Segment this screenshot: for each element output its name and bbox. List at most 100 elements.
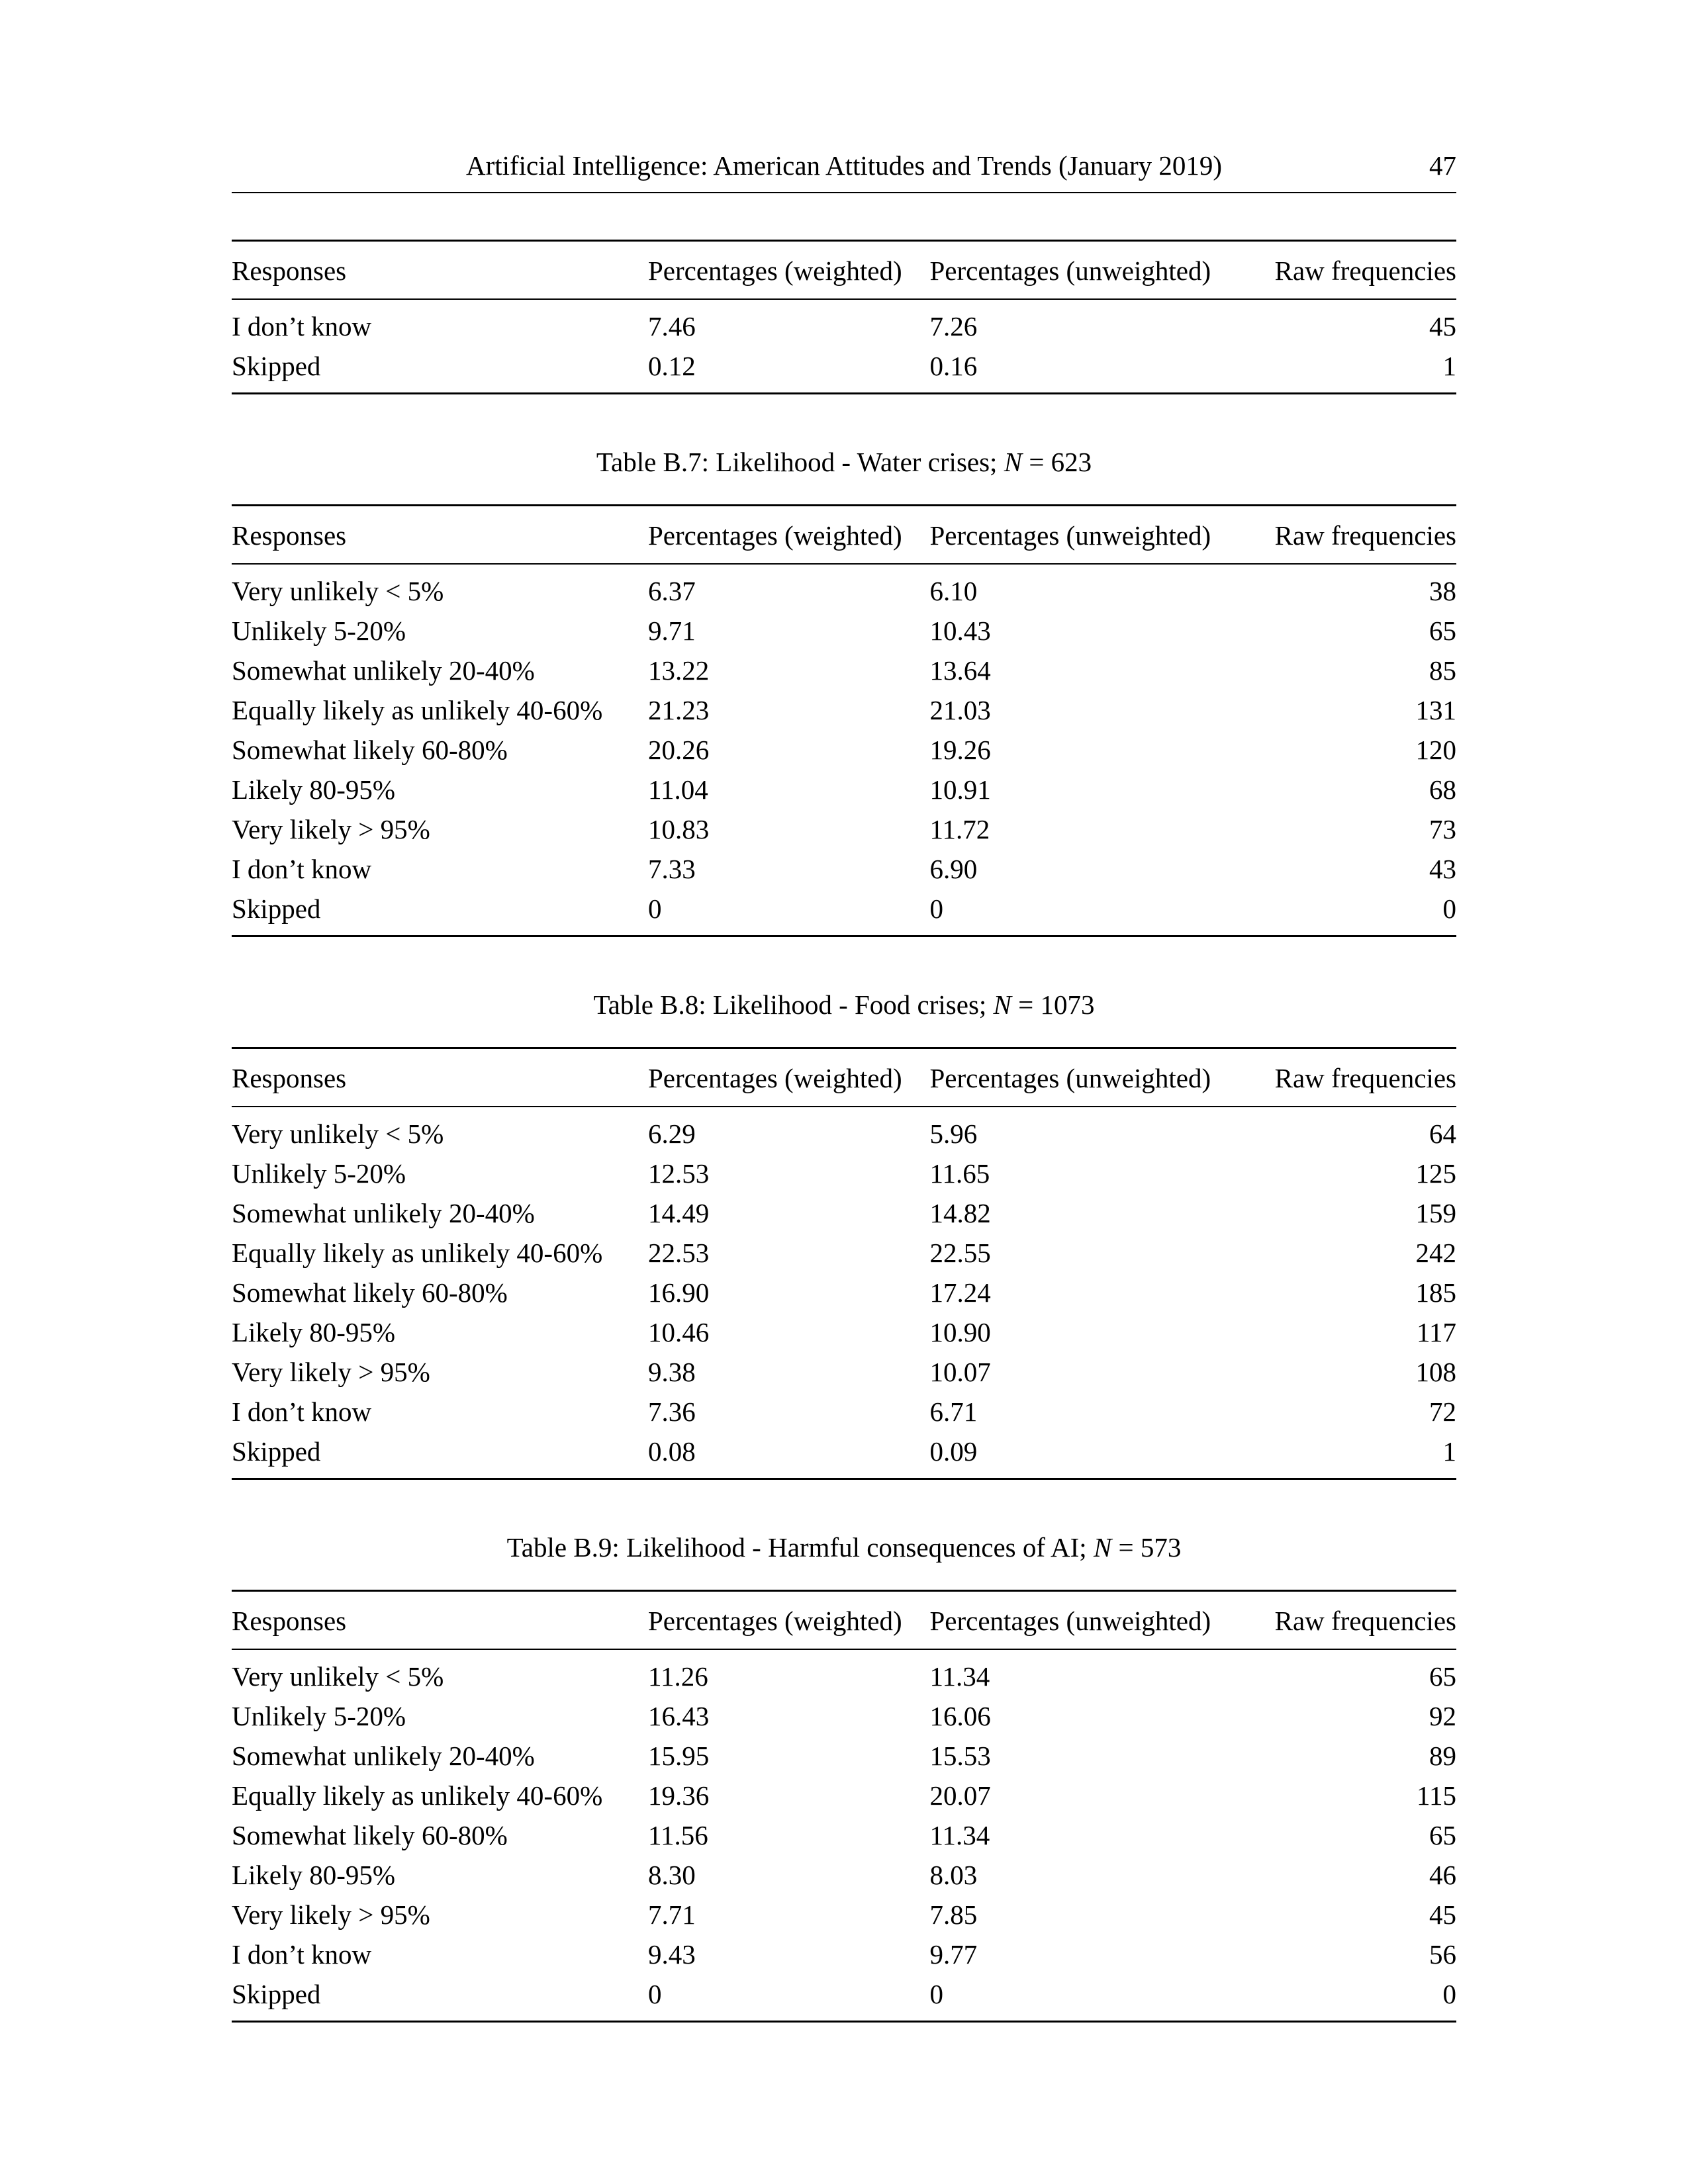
cell: 12.53	[648, 1154, 930, 1193]
cell: 0	[1260, 1974, 1456, 2022]
table-row: Unlikely 5-20%9.7110.4365	[232, 611, 1456, 651]
cell: 0	[648, 889, 930, 936]
cell: 7.46	[648, 299, 930, 346]
table-body: Very unlikely < 5%11.2611.3465Unlikely 5…	[232, 1649, 1456, 2022]
caption-text: Table B.8: Likelihood - Food crises;	[593, 989, 993, 1020]
caption-b7: Table B.7: Likelihood - Water crises; N …	[232, 446, 1456, 478]
cell: 6.90	[930, 849, 1261, 889]
cell: 115	[1260, 1776, 1456, 1815]
cell: 21.23	[648, 690, 930, 730]
cell: Very unlikely < 5%	[232, 1649, 648, 1696]
cell: 21.03	[930, 690, 1261, 730]
col-weighted: Percentages (weighted)	[648, 506, 930, 565]
table-b8: Responses Percentages (weighted) Percent…	[232, 1047, 1456, 1480]
cell: 85	[1260, 651, 1456, 690]
cell: 6.37	[648, 564, 930, 611]
cell: 10.07	[930, 1352, 1261, 1392]
table-row: Somewhat unlikely 20-40%14.4914.82159	[232, 1193, 1456, 1233]
table-row: Equally likely as unlikely 40-60%22.5322…	[232, 1233, 1456, 1273]
cell: 11.72	[930, 809, 1261, 849]
cell: 7.36	[648, 1392, 930, 1432]
cell: 89	[1260, 1736, 1456, 1776]
cell: 64	[1260, 1107, 1456, 1154]
cell: 17.24	[930, 1273, 1261, 1312]
cell: 73	[1260, 809, 1456, 849]
table-row: Likely 80-95%8.308.0346	[232, 1855, 1456, 1895]
cell: 15.95	[648, 1736, 930, 1776]
cell: Likely 80-95%	[232, 1855, 648, 1895]
cell: 15.53	[930, 1736, 1261, 1776]
table-row: I don’t know7.336.9043	[232, 849, 1456, 889]
cell: Very unlikely < 5%	[232, 564, 648, 611]
caption-b8: Table B.8: Likelihood - Food crises; N =…	[232, 989, 1456, 1021]
caption-text: Table B.9: Likelihood - Harmful conseque…	[507, 1532, 1094, 1563]
cell: Likely 80-95%	[232, 1312, 648, 1352]
col-responses: Responses	[232, 1048, 648, 1107]
table-row: Equally likely as unlikely 40-60%21.2321…	[232, 690, 1456, 730]
col-responses: Responses	[232, 1591, 648, 1650]
table-row: Very unlikely < 5%6.295.9664	[232, 1107, 1456, 1154]
cell: 117	[1260, 1312, 1456, 1352]
cell: 10.46	[648, 1312, 930, 1352]
cell: I don’t know	[232, 1392, 648, 1432]
col-responses: Responses	[232, 506, 648, 565]
table-row: Skipped000	[232, 889, 1456, 936]
cell: 20.07	[930, 1776, 1261, 1815]
table-row: Very likely > 95%10.8311.7273	[232, 809, 1456, 849]
table-header-row: Responses Percentages (weighted) Percent…	[232, 1048, 1456, 1107]
cell: 10.91	[930, 770, 1261, 809]
cell: 13.64	[930, 651, 1261, 690]
cell: 10.90	[930, 1312, 1261, 1352]
cell: 131	[1260, 690, 1456, 730]
cell: 5.96	[930, 1107, 1261, 1154]
cell: 11.34	[930, 1815, 1261, 1855]
table-body: Very unlikely < 5%6.295.9664Unlikely 5-2…	[232, 1107, 1456, 1479]
page-number: 47	[1429, 150, 1456, 181]
cell: 0.16	[930, 346, 1261, 394]
col-raw: Raw frequencies	[1260, 1048, 1456, 1107]
cell: 11.26	[648, 1649, 930, 1696]
cell: 1	[1260, 1432, 1456, 1479]
cell: Somewhat likely 60-80%	[232, 1815, 648, 1855]
running-head: Artificial Intelligence: American Attitu…	[232, 146, 1456, 193]
cell: 19.36	[648, 1776, 930, 1815]
cell: 11.65	[930, 1154, 1261, 1193]
cell: 6.29	[648, 1107, 930, 1154]
cell: 11.04	[648, 770, 930, 809]
cell: Likely 80-95%	[232, 770, 648, 809]
cell: Somewhat unlikely 20-40%	[232, 651, 648, 690]
cell: Skipped	[232, 1974, 648, 2022]
table-row: Somewhat unlikely 20-40%15.9515.5389	[232, 1736, 1456, 1776]
caption-b9: Table B.9: Likelihood - Harmful conseque…	[232, 1531, 1456, 1563]
cell: I don’t know	[232, 299, 648, 346]
cell: 46	[1260, 1855, 1456, 1895]
cell: 8.03	[930, 1855, 1261, 1895]
cell: I don’t know	[232, 849, 648, 889]
cell: 68	[1260, 770, 1456, 809]
cell: 45	[1260, 1895, 1456, 1934]
table-body: Very unlikely < 5%6.376.1038Unlikely 5-2…	[232, 564, 1456, 936]
cell: 92	[1260, 1696, 1456, 1736]
cell: 0.09	[930, 1432, 1261, 1479]
cell: 14.49	[648, 1193, 930, 1233]
cell: 16.43	[648, 1696, 930, 1736]
col-unweighted: Percentages (unweighted)	[930, 506, 1261, 565]
cell: 22.55	[930, 1233, 1261, 1273]
cell: 13.22	[648, 651, 930, 690]
cell: 7.26	[930, 299, 1261, 346]
table-row: Somewhat unlikely 20-40%13.2213.6485	[232, 651, 1456, 690]
col-raw: Raw frequencies	[1260, 1591, 1456, 1650]
col-weighted: Percentages (weighted)	[648, 241, 930, 300]
caption-n-symbol: N	[1004, 447, 1022, 477]
table-row: Equally likely as unlikely 40-60%19.3620…	[232, 1776, 1456, 1815]
table-header-row: Responses Percentages (weighted) Percent…	[232, 241, 1456, 300]
cell: Somewhat likely 60-80%	[232, 1273, 648, 1312]
cell: 43	[1260, 849, 1456, 889]
cell: I don’t know	[232, 1934, 648, 1974]
table-b7: Responses Percentages (weighted) Percent…	[232, 504, 1456, 937]
cell: 7.71	[648, 1895, 930, 1934]
cell: 7.85	[930, 1895, 1261, 1934]
caption-n-symbol: N	[994, 989, 1011, 1020]
cell: 0	[1260, 889, 1456, 936]
cell: 120	[1260, 730, 1456, 770]
